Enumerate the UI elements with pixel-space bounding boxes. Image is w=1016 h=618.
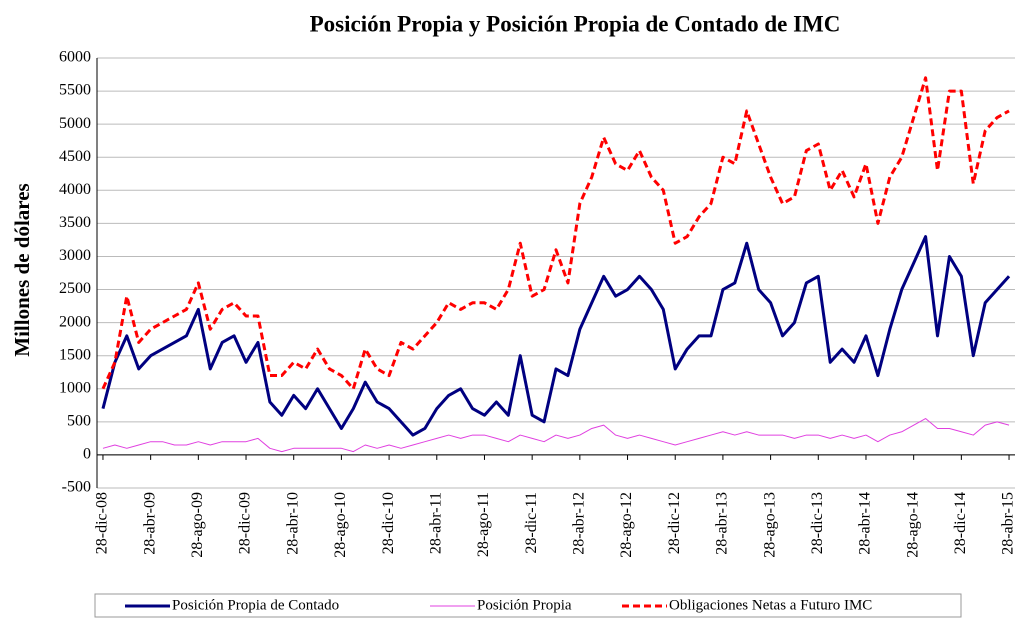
y-tick-label: 4000 xyxy=(59,181,91,198)
series-line xyxy=(101,235,1011,437)
x-tick-label: 28-dic-13 xyxy=(809,492,826,554)
y-tick-label: 1500 xyxy=(59,346,91,363)
y-tick-label: 500 xyxy=(67,413,91,430)
series-line xyxy=(102,418,1010,453)
x-tick-label: 28-dic-14 xyxy=(952,492,969,554)
x-tick-label: 28-dic-12 xyxy=(666,492,683,554)
x-tick-label: 28-dic-08 xyxy=(94,492,111,554)
x-tick-label: 28-ago-11 xyxy=(475,492,492,557)
x-tick-label: 28-dic-11 xyxy=(523,492,540,554)
x-tick-label: 28-abr-14 xyxy=(857,492,874,555)
legend-label: Posición Propia de Contado xyxy=(172,597,339,613)
y-tick-label: 0 xyxy=(83,446,91,463)
x-tick-label: 28-abr-13 xyxy=(714,492,731,555)
chart-title: Posición Propia y Posición Propia de Con… xyxy=(310,11,841,36)
legend-label: Obligaciones Netas a Futuro IMC xyxy=(669,597,872,613)
legend-label: Posición Propia xyxy=(477,597,572,613)
y-tick-label: 5500 xyxy=(59,82,91,99)
x-tick-label: 28-dic-09 xyxy=(237,492,254,554)
y-tick-label: -500 xyxy=(62,479,91,496)
y-tick-label: 4500 xyxy=(59,148,91,165)
x-tick-label: 28-abr-09 xyxy=(141,492,158,555)
x-tick-label: 28-abr-12 xyxy=(571,492,588,555)
y-axis-label: Millones de dólares xyxy=(10,183,34,356)
y-tick-label: 3000 xyxy=(59,247,91,264)
x-tick-label: 28-abr-11 xyxy=(427,492,444,554)
x-tick-label: 28-abr-10 xyxy=(284,492,301,555)
x-tick-label: 28-ago-14 xyxy=(904,492,921,558)
y-tick-label: 5000 xyxy=(59,115,91,132)
x-tick-label: 28-ago-09 xyxy=(189,492,206,558)
x-tick-label: 28-ago-10 xyxy=(332,492,349,558)
y-tick-label: 1000 xyxy=(59,379,91,396)
x-tick-label: 28-ago-13 xyxy=(761,492,778,558)
y-tick-label: 3500 xyxy=(59,214,91,231)
legend xyxy=(94,593,962,618)
y-tick-label: 2500 xyxy=(59,280,91,297)
x-tick-label: 28-abr-15 xyxy=(1000,492,1016,555)
y-tick-label: 6000 xyxy=(59,49,91,66)
y-tick-label: 2000 xyxy=(59,313,91,330)
x-tick-label: 28-dic-10 xyxy=(380,492,397,554)
series-line xyxy=(101,76,1010,391)
x-tick-label: 28-ago-12 xyxy=(618,492,635,558)
